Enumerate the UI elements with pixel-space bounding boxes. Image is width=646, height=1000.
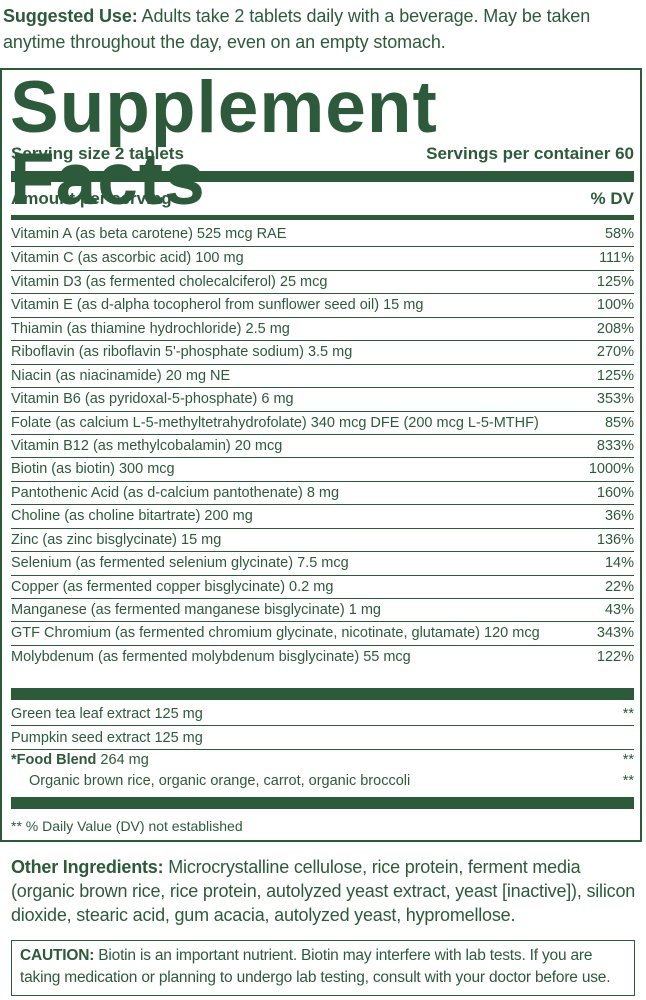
nutrient-dv: 1000%: [588, 461, 634, 478]
item-dv: **: [622, 706, 634, 722]
divider-thick: [11, 688, 634, 700]
nutrient-name: Niacin (as niacinamide) 20 mg NE: [11, 367, 231, 384]
blend-ingredients-row: Organic brown rice, organic orange, carr…: [11, 771, 634, 792]
nutrient-dv: 58%: [604, 226, 634, 242]
nutrient-dv: 125%: [596, 367, 634, 384]
caution-label: CAUTION:: [20, 947, 95, 964]
nutrient-dv: 43%: [604, 602, 634, 618]
nutrient-name: Pantothenic Acid (as d-calcium pantothen…: [11, 484, 340, 501]
nutrient-row: Vitamin A (as beta carotene) 525 mcg RAE…: [11, 223, 634, 246]
nutrient-dv: 125%: [596, 273, 634, 290]
nutrient-name: Vitamin B12 (as methylcobalamin) 20 mcg: [11, 437, 283, 454]
nutrient-list: Vitamin A (as beta carotene) 525 mcg RAE…: [11, 223, 634, 668]
other-list: Green tea leaf extract 125 mg ** Pumpkin…: [11, 702, 634, 796]
nutrient-name: Choline (as choline bitartrate) 200 mg: [11, 508, 253, 525]
nutrient-row: Choline (as choline bitartrate) 200 mg 36…: [11, 504, 634, 527]
list-item: Pumpkin seed extract 125 mg: [11, 726, 634, 750]
nutrient-row: GTF Chromium (as fermented chromium glyc…: [11, 621, 634, 644]
nutrient-dv: 14%: [604, 555, 634, 572]
nutrient-name: Biotin (as biotin) 300 mcg: [11, 461, 175, 478]
other-ingredients: Other Ingredients: Microcrystalline cell…: [11, 855, 641, 927]
nutrient-dv: 36%: [604, 508, 634, 525]
nutrient-name: Folate (as calcium L-5-methyltetrahydrof…: [11, 414, 539, 431]
nutrient-row: Vitamin B12 (as methylcobalamin) 20 mcg 8…: [11, 433, 634, 457]
suggested-use-label: Suggested Use:: [3, 6, 138, 26]
nutrient-row: Copper (as fermented copper bisglycinate…: [11, 574, 634, 598]
nutrient-row: Vitamin D3 (as fermented cholecalciferol…: [11, 269, 634, 293]
nutrient-name: Vitamin C (as ascorbic acid) 100 mg: [11, 250, 244, 267]
other-ingredients-label: Other Ingredients:: [11, 857, 164, 877]
nutrient-dv: 343%: [596, 625, 634, 642]
nutrient-dv: 160%: [596, 484, 634, 501]
nutrient-row: Vitamin E (as d-alpha tocopherol from su…: [11, 293, 634, 316]
amount-header-row: Amount per serving % DV: [11, 189, 634, 213]
food-blend-row: *Food Blend 264 mg **: [11, 750, 634, 771]
blend-ingredients-dv: **: [622, 773, 634, 789]
nutrient-dv: 136%: [596, 531, 634, 548]
nutrient-name: Vitamin E (as d-alpha tocopherol from su…: [11, 297, 424, 314]
nutrient-name: Riboflavin (as riboflavin 5'-phosphate s…: [11, 344, 353, 361]
nutrient-name: Vitamin D3 (as fermented cholecalciferol…: [11, 273, 328, 290]
other-ingredients-text: Microcrystalline cellulose, rice protein…: [11, 857, 636, 925]
divider-medium: [11, 215, 634, 220]
blend-star: *: [11, 752, 17, 768]
nutrient-row: Niacin (as niacinamide) 20 mg NE 125%: [11, 363, 634, 387]
caution-box: CAUTION: Biotin is an important nutrient…: [11, 940, 635, 996]
nutrient-row: Riboflavin (as riboflavin 5'-phosphate s…: [11, 340, 634, 363]
nutrient-name: Zinc (as zinc bisglycinate) 15 mg: [11, 531, 222, 548]
nutrient-dv: 111%: [599, 250, 634, 267]
supplement-facts-panel: Supplement Facts Serving size 2 tablets …: [0, 68, 642, 842]
nutrient-row: Molybdenum (as fermented molybdenum bisg…: [11, 644, 634, 668]
nutrient-dv: 85%: [604, 414, 634, 431]
blend-label: Food Blend: [16, 752, 97, 768]
serving-info: Serving size 2 tablets Servings per cont…: [11, 144, 634, 168]
food-blend: *Food Blend 264 mg ** Organic brown rice…: [11, 750, 634, 796]
nutrient-dv: 100%: [596, 297, 634, 314]
item-name: Pumpkin seed extract 125 mg: [11, 730, 203, 746]
amount-header: Amount per serving: [11, 189, 172, 208]
nutrient-name: Selenium (as fermented selenium glycinat…: [11, 555, 349, 572]
list-item: Green tea leaf extract 125 mg **: [11, 702, 634, 726]
nutrient-row: Thiamin (as thiamine hydrochloride) 2.5 …: [11, 316, 634, 340]
nutrient-row: Manganese (as fermented manganese bisgly…: [11, 598, 634, 621]
nutrient-dv: 833%: [596, 437, 634, 454]
nutrient-name: Vitamin A (as beta carotene) 525 mcg RAE: [11, 226, 287, 242]
caution-text: Biotin is an important nutrient. Biotin …: [20, 947, 611, 986]
nutrient-name: GTF Chromium (as fermented chromium glyc…: [11, 625, 540, 642]
nutrient-row: Zinc (as zinc bisglycinate) 15 mg 136%: [11, 527, 634, 551]
nutrient-row: Pantothenic Acid (as d-calcium pantothen…: [11, 480, 634, 504]
divider-thick: [11, 797, 634, 809]
nutrient-dv: 270%: [596, 344, 634, 361]
blend-dv: **: [622, 752, 634, 768]
nutrient-dv: 353%: [596, 391, 634, 408]
dv-footnote: ** % Daily Value (DV) not established: [11, 818, 243, 834]
nutrient-name: Copper (as fermented copper bisglycinate…: [11, 578, 334, 595]
nutrient-name: Manganese (as fermented manganese bisgly…: [11, 602, 381, 618]
nutrient-row: Selenium (as fermented selenium glycinat…: [11, 551, 634, 574]
servings-per-container: Servings per container 60: [426, 144, 634, 163]
divider-thick: [11, 171, 634, 182]
blend-amount: 264 mg: [96, 752, 149, 768]
nutrient-name: Thiamin (as thiamine hydrochloride) 2.5 …: [11, 320, 290, 337]
serving-size: Serving size 2 tablets: [11, 144, 184, 163]
nutrient-row: Folate (as calcium L-5-methyltetrahydrof…: [11, 410, 634, 434]
nutrient-row: Biotin (as biotin) 300 mcg 1000%: [11, 457, 634, 480]
nutrient-dv: 22%: [604, 578, 634, 595]
blend-ingredients: Organic brown rice, organic orange, carr…: [29, 773, 411, 789]
dv-header: % DV: [590, 189, 634, 208]
suggested-use-text: Adults take 2 tablets daily with a bever…: [3, 6, 591, 52]
suggested-use: Suggested Use: Adults take 2 tablets dai…: [3, 3, 639, 55]
nutrient-name: Molybdenum (as fermented molybdenum bisg…: [11, 648, 411, 665]
nutrient-dv: 208%: [596, 320, 634, 337]
nutrient-name: Vitamin B6 (as pyridoxal-5-phosphate) 6 …: [11, 391, 294, 408]
item-name: Green tea leaf extract 125 mg: [11, 706, 203, 722]
nutrient-dv: 122%: [596, 648, 634, 665]
nutrient-row: Vitamin B6 (as pyridoxal-5-phosphate) 6 …: [11, 387, 634, 410]
nutrient-row: Vitamin C (as ascorbic acid) 100 mg 111%: [11, 246, 634, 269]
